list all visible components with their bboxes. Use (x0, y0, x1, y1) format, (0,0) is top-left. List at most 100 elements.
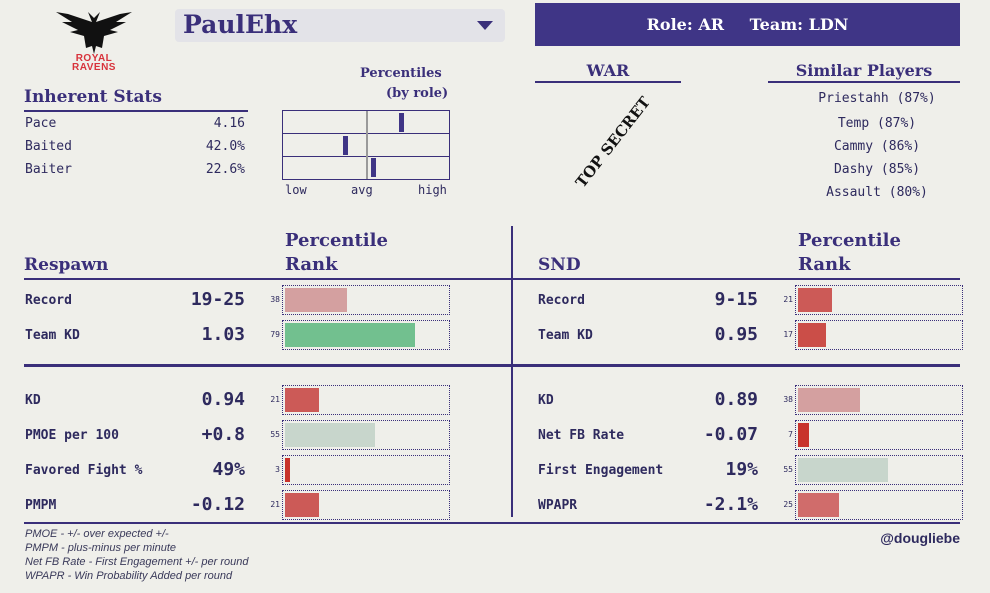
respawn-percentile-bar (285, 288, 348, 312)
respawn-percentile-bar (285, 388, 320, 412)
divider (24, 278, 960, 280)
respawn-rank-title: Percentile Rank (285, 230, 388, 275)
snd-metric-value: 0.89 (714, 389, 758, 410)
snd-percentile-bar-track (795, 420, 963, 450)
stat-label-baiter: Baiter (25, 162, 72, 177)
stat-value-pace: 4.16 (213, 116, 245, 131)
snd-metric-percentile: 38 (783, 395, 793, 404)
inherent-stats-title: Inherent Stats (24, 87, 162, 107)
logo-text-royal: ROYAL (75, 53, 113, 64)
respawn-metric-value: 19-25 (190, 289, 245, 310)
snd-metric-value: 19% (725, 459, 758, 480)
similar-player-1: Priestahh (87%) (818, 91, 936, 106)
snd-percentile-bar (798, 323, 826, 347)
percentiles-subtitle: (by role) (386, 86, 449, 101)
role-team-banner: Role: AR Team: LDN (535, 3, 960, 46)
snd-percentile-bar (798, 288, 833, 312)
axis-avg-label: avg (351, 183, 373, 197)
player-name: PaulEhx (183, 10, 298, 39)
respawn-metric-percentile: 55 (270, 430, 280, 439)
snd-percentile-bar (798, 423, 810, 447)
respawn-metric-percentile: 21 (270, 395, 280, 404)
author-credit: @dougliebe (880, 530, 960, 546)
snd-metric-percentile: 21 (783, 295, 793, 304)
war-title: WAR (586, 61, 630, 80)
respawn-metric-percentile: 21 (270, 500, 280, 509)
snd-metric-label: KD (538, 393, 554, 408)
divider (24, 522, 960, 524)
percentile-strip-chart (282, 110, 450, 180)
section-divider (511, 226, 513, 517)
respawn-percentile-bar (285, 458, 290, 482)
snd-metric-label: WPAPR (538, 498, 578, 513)
divider (768, 81, 960, 83)
divider (24, 364, 960, 367)
percentiles-title: Percentiles (360, 66, 442, 81)
respawn-metric-percentile: 38 (270, 295, 280, 304)
snd-percentile-bar (798, 493, 839, 517)
similar-player-5: Assault (80%) (826, 185, 928, 200)
snd-metric-value: 9-15 (714, 289, 758, 310)
respawn-title: Respawn (24, 255, 109, 275)
royal-ravens-logo (56, 12, 132, 54)
percentile-marker-baited (343, 136, 349, 155)
divider (535, 81, 681, 83)
respawn-percentile-bar-track (282, 490, 450, 520)
snd-metric-percentile: 55 (783, 465, 793, 474)
axis-low-label: low (285, 183, 307, 197)
respawn-metric-label: Team KD (25, 328, 80, 343)
top-secret-stamp: TOP SECRET (572, 93, 654, 192)
snd-metric-value: -2.1% (703, 494, 758, 515)
respawn-percentile-bar (285, 323, 415, 347)
footnote: PMPM - plus-minus per minute (25, 542, 176, 554)
respawn-percentile-bar-track (282, 285, 450, 315)
chevron-down-icon[interactable] (477, 21, 493, 30)
snd-metric-label: Record (538, 293, 585, 308)
respawn-metric-value: -0.12 (190, 494, 245, 515)
snd-metric-percentile: 17 (783, 330, 793, 339)
stat-value-baiter: 22.6% (205, 162, 245, 177)
footnote: Net FB Rate - First Engagement +/- per r… (25, 556, 249, 568)
respawn-metric-percentile: 3 (275, 465, 280, 474)
axis-high-label: high (418, 183, 447, 197)
snd-metric-label: Net FB Rate (538, 428, 625, 443)
stat-value-baited: 42.0% (205, 139, 245, 154)
snd-percentile-bar-track (795, 385, 963, 415)
footnote: PMOE - +/- over expected +/- (25, 528, 169, 540)
respawn-metric-value: 1.03 (201, 324, 245, 345)
snd-metric-percentile: 7 (788, 430, 793, 439)
respawn-percentile-bar-track (282, 320, 450, 350)
footnote: WPAPR - Win Probability Added per round (25, 570, 233, 582)
percentile-marker-pace (399, 113, 405, 132)
snd-title: SND (538, 255, 581, 275)
respawn-percentile-bar (285, 423, 376, 447)
snd-metric-label: First Engagement (538, 463, 664, 478)
snd-percentile-bar-track (795, 455, 963, 485)
respawn-percentile-bar-track (282, 385, 450, 415)
snd-percentile-bar-track (795, 320, 963, 350)
divider (24, 110, 248, 112)
respawn-metric-label: Favored Fight % (25, 463, 143, 478)
respawn-metric-label: PMOE per 100 (25, 428, 119, 443)
snd-percentile-bar-track (795, 285, 963, 315)
snd-percentile-bar-track (795, 490, 963, 520)
stat-label-pace: Pace (25, 116, 57, 131)
similar-player-2: Temp (87%) (837, 116, 917, 131)
snd-percentile-bar (798, 458, 889, 482)
respawn-percentile-bar-track (282, 420, 450, 450)
raven-icon (56, 12, 132, 54)
similar-player-4: Dashy (85%) (833, 162, 921, 177)
respawn-metric-value: 49% (212, 459, 245, 480)
snd-metric-value: -0.07 (703, 424, 758, 445)
snd-percentile-bar (798, 388, 861, 412)
respawn-metric-percentile: 79 (270, 330, 280, 339)
team-label: Team: LDN (749, 15, 849, 34)
respawn-metric-value: 0.94 (201, 389, 245, 410)
respawn-metric-value: +0.8 (201, 424, 245, 445)
snd-rank-title: Percentile Rank (798, 230, 901, 275)
player-select[interactable]: PaulEhx (175, 9, 505, 42)
stat-label-baited: Baited (25, 139, 72, 154)
respawn-percentile-bar-track (282, 455, 450, 485)
snd-metric-label: Team KD (538, 328, 593, 343)
snd-metric-value: 0.95 (714, 324, 758, 345)
